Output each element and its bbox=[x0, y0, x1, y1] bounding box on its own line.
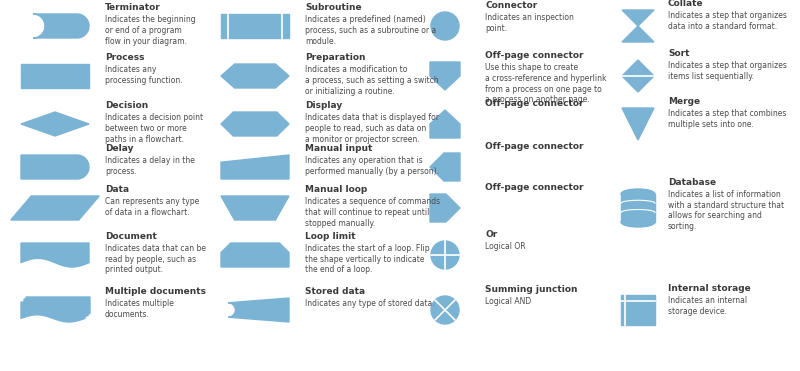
Text: Database: Database bbox=[668, 178, 716, 187]
Text: Indicates the beginning
or end of a program
flow in your diagram.: Indicates the beginning or end of a prog… bbox=[105, 15, 196, 46]
Text: Subroutine: Subroutine bbox=[305, 3, 362, 12]
Ellipse shape bbox=[621, 189, 655, 199]
Text: Loop limit: Loop limit bbox=[305, 232, 356, 241]
Text: Manual input: Manual input bbox=[305, 144, 372, 153]
Text: Indicates a decision point
between two or more
paths in a flowchart.: Indicates a decision point between two o… bbox=[105, 113, 203, 144]
Polygon shape bbox=[21, 302, 85, 322]
Text: Delay: Delay bbox=[105, 144, 134, 153]
Polygon shape bbox=[221, 196, 289, 220]
Text: Off-page connector: Off-page connector bbox=[485, 183, 583, 192]
Polygon shape bbox=[221, 243, 289, 267]
Text: Internal storage: Internal storage bbox=[668, 284, 750, 293]
Text: Multiple documents: Multiple documents bbox=[105, 287, 206, 296]
Polygon shape bbox=[221, 155, 289, 179]
Polygon shape bbox=[430, 110, 460, 138]
Text: Indicates a delay in the
process.: Indicates a delay in the process. bbox=[105, 156, 195, 176]
Text: Sort: Sort bbox=[668, 49, 690, 58]
Text: Or: Or bbox=[485, 230, 498, 239]
Text: Decision: Decision bbox=[105, 101, 148, 110]
Text: Indicates any operation that is
performed manually (by a person).: Indicates any operation that is performe… bbox=[305, 156, 439, 176]
Text: Can represents any type
of data in a flowchart.: Can represents any type of data in a flo… bbox=[105, 197, 199, 217]
Text: Merge: Merge bbox=[668, 97, 700, 106]
Circle shape bbox=[431, 12, 459, 40]
Text: Indicates a step that organizes
items list sequentially.: Indicates a step that organizes items li… bbox=[668, 61, 787, 81]
Text: Logical OR: Logical OR bbox=[485, 242, 526, 251]
Text: Indicates a step that combines
multiple sets into one.: Indicates a step that combines multiple … bbox=[668, 109, 786, 129]
Polygon shape bbox=[228, 298, 289, 322]
Polygon shape bbox=[622, 26, 654, 42]
Polygon shape bbox=[221, 64, 289, 88]
Text: Off-page connector: Off-page connector bbox=[485, 51, 583, 60]
Text: Collate: Collate bbox=[668, 0, 704, 8]
Text: Indicates data that is displayed for
people to read, such as data on
a monitor o: Indicates data that is displayed for peo… bbox=[305, 113, 439, 144]
Bar bbox=[21, 64, 89, 88]
Polygon shape bbox=[33, 14, 89, 38]
Polygon shape bbox=[21, 155, 89, 179]
Polygon shape bbox=[622, 108, 654, 140]
Polygon shape bbox=[622, 60, 654, 92]
Text: Indicates any
processing function.: Indicates any processing function. bbox=[105, 65, 182, 85]
Text: Indicates an inspection
point.: Indicates an inspection point. bbox=[485, 13, 574, 33]
Bar bbox=[221, 14, 289, 38]
Text: Data: Data bbox=[105, 185, 129, 194]
Bar bbox=[621, 295, 655, 325]
Polygon shape bbox=[430, 62, 460, 90]
Text: Terminator: Terminator bbox=[105, 3, 161, 12]
Text: Indicates a step that organizes
data into a standard format.: Indicates a step that organizes data int… bbox=[668, 11, 787, 31]
Text: Display: Display bbox=[305, 101, 342, 110]
Ellipse shape bbox=[621, 217, 655, 227]
Text: Indicates the start of a loop. Flip
the shape vertically to indicate
the end of : Indicates the start of a loop. Flip the … bbox=[305, 244, 430, 275]
Text: Indicates a sequence of commands
that will continue to repeat until
stopped manu: Indicates a sequence of commands that wi… bbox=[305, 197, 440, 227]
Text: Logical AND: Logical AND bbox=[485, 297, 531, 306]
Polygon shape bbox=[26, 297, 90, 317]
Text: Indicates a modification to
a process, such as setting a switch
or initializing : Indicates a modification to a process, s… bbox=[305, 65, 438, 95]
Polygon shape bbox=[11, 196, 99, 220]
Bar bbox=[621, 194, 655, 222]
Polygon shape bbox=[622, 10, 654, 26]
Polygon shape bbox=[430, 194, 460, 222]
Text: Document: Document bbox=[105, 232, 157, 241]
Text: Off-page connector: Off-page connector bbox=[485, 99, 583, 108]
Polygon shape bbox=[21, 112, 89, 136]
Text: Indicates a list of information
with a standard structure that
allows for search: Indicates a list of information with a s… bbox=[668, 190, 784, 231]
Polygon shape bbox=[430, 153, 460, 181]
Text: Indicates an internal
storage device.: Indicates an internal storage device. bbox=[668, 296, 747, 316]
Text: Off-page connector: Off-page connector bbox=[485, 142, 583, 151]
Text: Use this shape to create
a cross-reference and hyperlink
from a process on one p: Use this shape to create a cross-referen… bbox=[485, 63, 606, 104]
Text: Stored data: Stored data bbox=[305, 287, 365, 296]
Text: Connector: Connector bbox=[485, 1, 538, 10]
Text: Indicates multiple
documents.: Indicates multiple documents. bbox=[105, 299, 174, 319]
Polygon shape bbox=[221, 112, 289, 136]
Polygon shape bbox=[24, 299, 88, 319]
Text: Indicates data that can be
read by people, such as
printed output.: Indicates data that can be read by peopl… bbox=[105, 244, 206, 275]
Text: Summing junction: Summing junction bbox=[485, 285, 578, 294]
Text: Preparation: Preparation bbox=[305, 53, 366, 62]
Text: Indicates a predefined (named)
process, such as a subroutine or a
module.: Indicates a predefined (named) process, … bbox=[305, 15, 436, 46]
Circle shape bbox=[431, 296, 459, 324]
Text: Manual loop: Manual loop bbox=[305, 185, 367, 194]
Text: Indicates any type of stored data.: Indicates any type of stored data. bbox=[305, 299, 434, 308]
Polygon shape bbox=[21, 243, 89, 267]
Text: Process: Process bbox=[105, 53, 145, 62]
Circle shape bbox=[431, 241, 459, 269]
